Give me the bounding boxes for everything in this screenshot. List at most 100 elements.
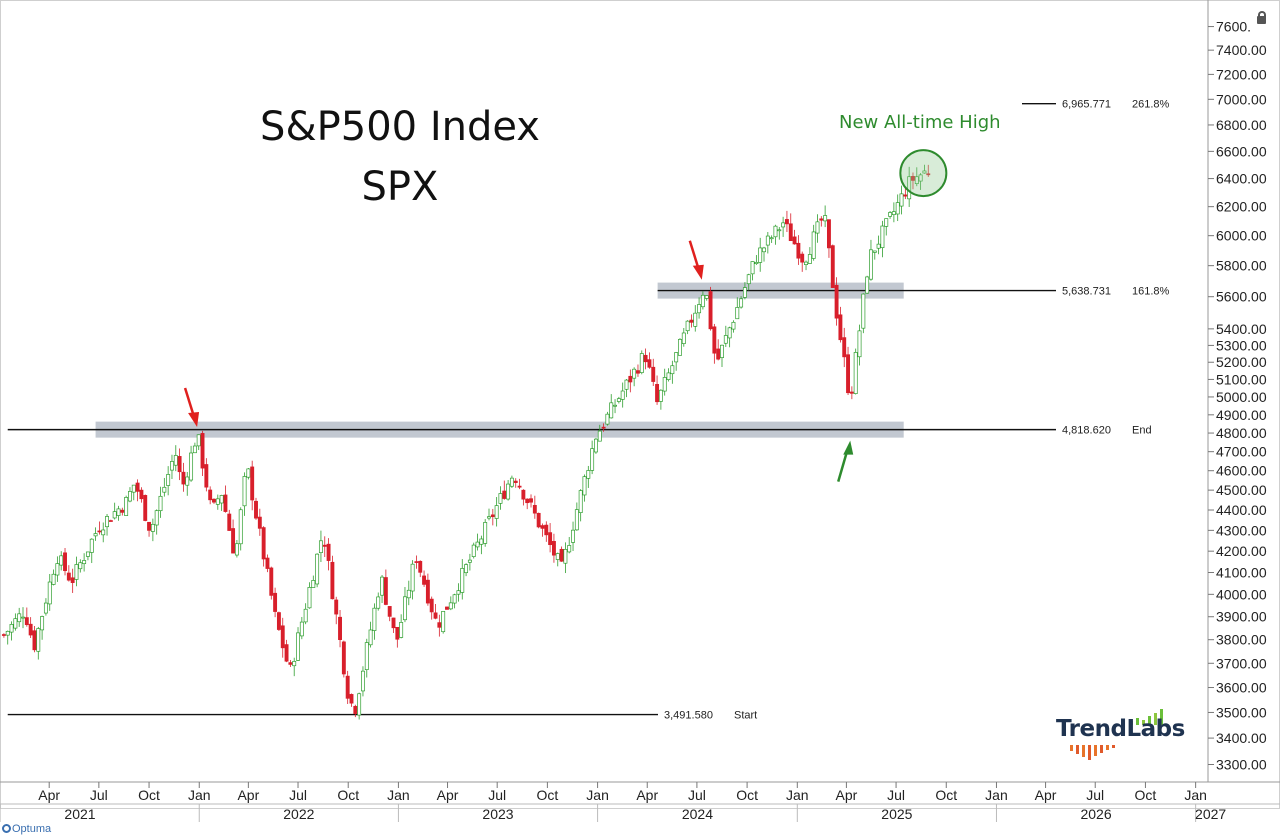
- candle-body: [303, 608, 308, 623]
- new-high-annotation: New All-time High: [839, 112, 1001, 133]
- candle-body: [487, 516, 491, 519]
- y-tick-label: 3500.00: [1216, 704, 1267, 720]
- arrow-shaft-1: [688, 240, 701, 271]
- candle-body: [479, 538, 484, 545]
- candle-body: [185, 476, 190, 486]
- candle-body: [739, 298, 744, 308]
- candle-body: [636, 370, 640, 374]
- candle-body: [192, 445, 197, 454]
- y-tick-label: 4800.00: [1216, 425, 1267, 441]
- candle-body: [826, 219, 831, 249]
- candle-body: [834, 284, 839, 319]
- candle-body: [135, 482, 140, 492]
- candle-body: [742, 287, 747, 298]
- x-tick-label: Apr: [437, 787, 459, 803]
- candle-body: [422, 575, 427, 585]
- candle-body: [784, 219, 789, 225]
- candle-body: [17, 613, 22, 623]
- candle-body: [532, 504, 537, 514]
- candle-body: [36, 628, 41, 652]
- candle-body: [498, 493, 503, 504]
- candle-body: [181, 471, 186, 485]
- candle-body: [311, 580, 316, 588]
- candle-body: [66, 572, 71, 581]
- candle-body: [204, 464, 209, 488]
- candle-body: [578, 490, 583, 513]
- y-tick-label: 7400.00: [1216, 42, 1267, 58]
- candle-body: [471, 544, 476, 557]
- candle-body: [269, 567, 274, 596]
- candle-body: [273, 592, 278, 612]
- candle-body: [681, 332, 686, 344]
- candle-body: [586, 470, 591, 479]
- candle-body: [574, 509, 579, 531]
- candle-body: [731, 321, 736, 330]
- candle-body: [227, 513, 232, 531]
- candle-body: [284, 644, 289, 662]
- candle-body: [399, 622, 404, 638]
- level-tag: End: [1132, 425, 1152, 437]
- candle-body: [292, 661, 297, 667]
- arrow-head-1: [692, 264, 704, 280]
- candle-body: [869, 249, 873, 280]
- arrow-head-2: [843, 440, 854, 455]
- candle-body: [529, 498, 533, 503]
- candle-body: [32, 630, 37, 651]
- brand-bar-down: [1094, 745, 1097, 756]
- candle-body: [876, 243, 881, 249]
- candle-body: [147, 521, 152, 531]
- y-tick-label: 4700.00: [1216, 444, 1267, 460]
- candle-body: [143, 495, 148, 521]
- candle-body: [678, 339, 682, 356]
- candle-body: [628, 375, 633, 383]
- y-tick-label: 3600.00: [1216, 680, 1267, 696]
- candle-body: [517, 485, 522, 488]
- candle-body: [807, 254, 812, 264]
- candle-body: [368, 629, 373, 646]
- x-tick-label: Apr: [636, 787, 658, 803]
- candle-body: [257, 516, 262, 529]
- candle-body: [693, 312, 698, 327]
- candle-body: [914, 176, 919, 185]
- candle-body: [895, 202, 900, 215]
- chart-frame: [0, 0, 1280, 809]
- candle-body: [804, 261, 808, 265]
- candle-body: [154, 510, 159, 526]
- candle-body: [551, 541, 556, 556]
- candle-body: [567, 545, 572, 553]
- candle-body: [777, 229, 782, 232]
- x-tick-label: Oct: [536, 787, 558, 803]
- brand-bar-down: [1112, 745, 1115, 748]
- candle-body: [437, 622, 442, 628]
- candle-body: [918, 174, 923, 182]
- candle-body: [594, 438, 598, 453]
- x-tick-label: Jul: [488, 787, 506, 803]
- candle-body: [280, 625, 285, 649]
- x-tick-label: Jan: [387, 787, 410, 803]
- y-tick-label: 3700.00: [1216, 655, 1267, 671]
- brand-bar-down: [1106, 745, 1109, 750]
- candle-body: [21, 616, 25, 619]
- y-tick-label: 4500.00: [1216, 482, 1267, 498]
- lock-icon[interactable]: [1257, 11, 1266, 24]
- y-tick-label: 5300.00: [1216, 337, 1267, 353]
- brand-bar-up: [1136, 718, 1139, 725]
- y-tick-label: 3300.00: [1216, 756, 1267, 772]
- y-tick-label: 6200.00: [1216, 199, 1267, 215]
- candle-body: [414, 561, 419, 563]
- candle-body: [89, 538, 94, 553]
- candle-body: [128, 491, 132, 502]
- candle-body: [911, 176, 915, 181]
- candle-body: [853, 352, 858, 394]
- candle-body: [540, 525, 545, 529]
- candle-body: [403, 596, 407, 621]
- candle-body: [513, 480, 518, 483]
- x-tick-label: Jan: [786, 787, 809, 803]
- x-tick-label: Apr: [1035, 787, 1057, 803]
- candle-body: [150, 523, 155, 532]
- candle-body: [616, 398, 621, 402]
- candle-body: [299, 621, 304, 637]
- candle-body: [341, 641, 346, 675]
- candle-body: [506, 483, 511, 500]
- candle-body: [800, 253, 805, 263]
